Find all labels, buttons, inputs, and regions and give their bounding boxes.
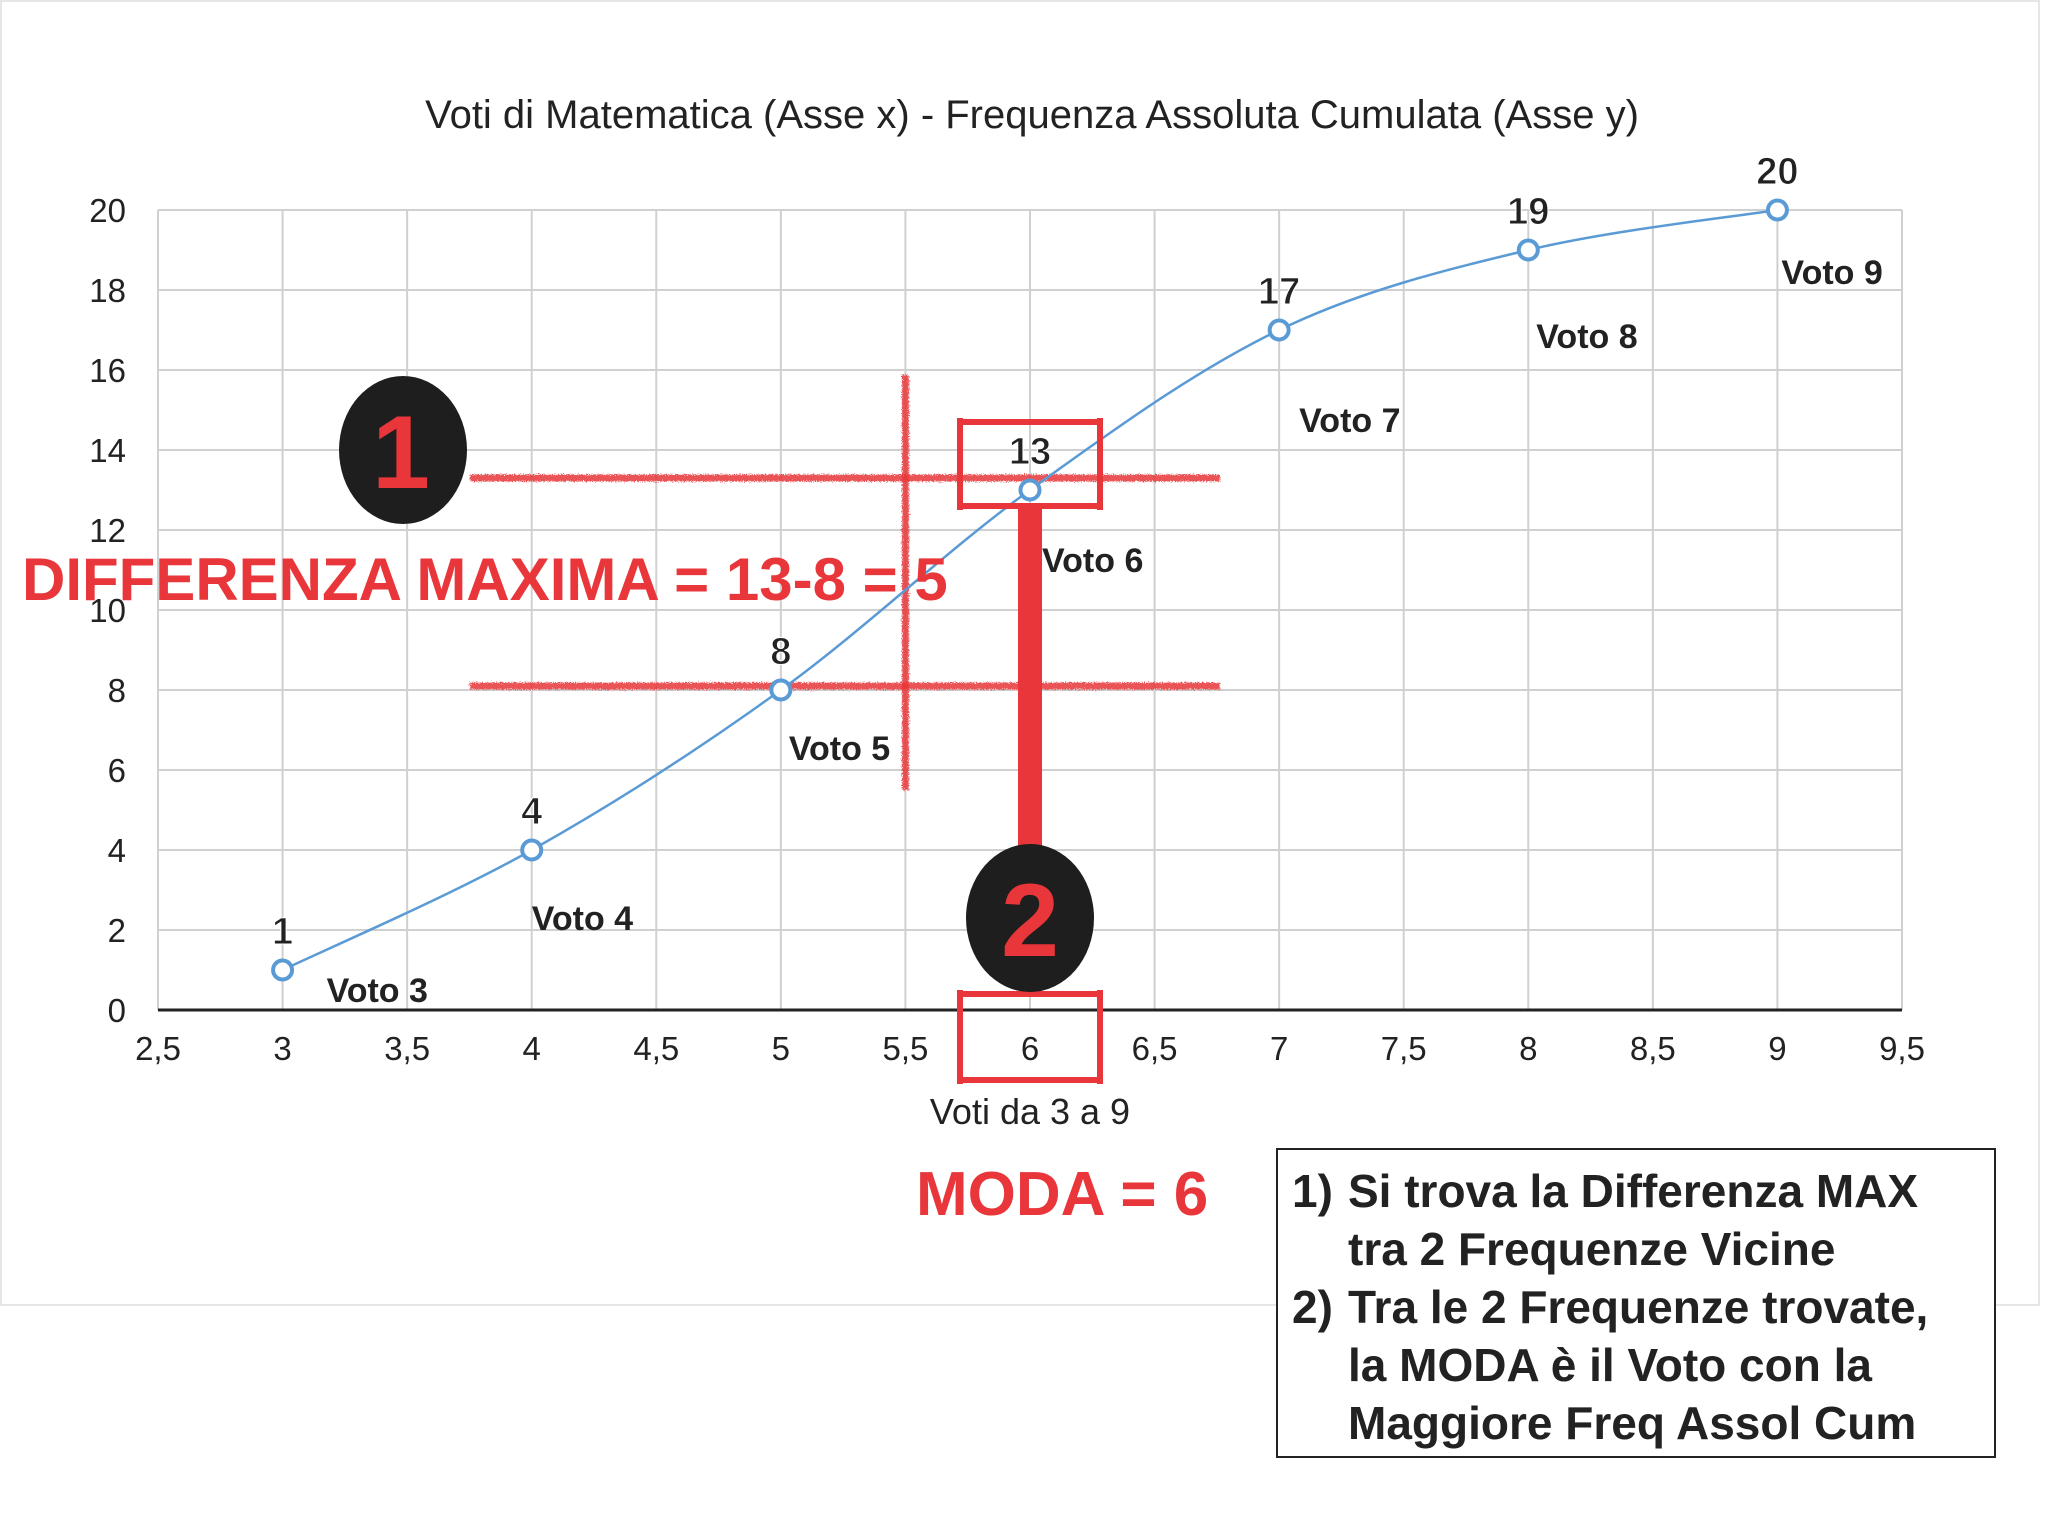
x-tick-label: 7 bbox=[1270, 1030, 1288, 1067]
x-tick-label: 3 bbox=[273, 1030, 291, 1067]
note-1-line-1: 1) Si trova la Differenza MAX bbox=[1292, 1165, 1919, 1217]
point-label: Voto 7 bbox=[1299, 402, 1400, 440]
y-tick-label: 2 bbox=[108, 912, 126, 949]
value-label: 1 bbox=[272, 911, 293, 953]
x-tick-label: 9,5 bbox=[1879, 1030, 1925, 1067]
y-tick-label: 6 bbox=[108, 752, 126, 789]
notes-box: 1) Si trova la Differenza MAX tra 2 Frequ… bbox=[1276, 1148, 1996, 1458]
x-tick-label: 6,5 bbox=[1132, 1030, 1178, 1067]
note-1-line-2: tra 2 Frequenze Vicine bbox=[1348, 1223, 1836, 1275]
y-tick-label: 8 bbox=[108, 672, 126, 709]
y-tick-label: 16 bbox=[89, 352, 126, 389]
x-tick-label: 4,5 bbox=[633, 1030, 679, 1067]
data-point bbox=[769, 678, 793, 702]
difference-bar bbox=[1018, 504, 1042, 884]
marker-1-label: 1 bbox=[372, 395, 430, 511]
value-label: 4 bbox=[521, 791, 542, 833]
data-point bbox=[520, 838, 544, 862]
data-point bbox=[1765, 198, 1789, 222]
x-axis-label: Voti da 3 a 9 bbox=[930, 1091, 1130, 1132]
y-tick-label: 14 bbox=[89, 432, 126, 469]
note-2-line-2: la MODA è il Voto con la bbox=[1348, 1339, 1872, 1391]
value-label: 20 bbox=[1756, 151, 1798, 193]
difference-guides bbox=[470, 375, 1220, 790]
marker-1: 1 bbox=[339, 376, 467, 524]
x-tick-label: 3,5 bbox=[384, 1030, 430, 1067]
chart-title: Voti di Matematica (Asse x) - Frequenza … bbox=[425, 93, 1639, 137]
y-tick-label: 0 bbox=[108, 992, 126, 1029]
point-label: Voto 6 bbox=[1042, 542, 1143, 580]
x-tick-label: 7,5 bbox=[1381, 1030, 1427, 1067]
x-tick-label: 2,5 bbox=[135, 1030, 181, 1067]
marker-2-label: 2 bbox=[1001, 863, 1059, 979]
y-tick-label: 4 bbox=[108, 832, 126, 869]
x-tick-label: 5 bbox=[772, 1030, 790, 1067]
point-label: Voto 8 bbox=[1536, 318, 1637, 356]
value-label: 8 bbox=[770, 631, 791, 673]
mode-brackets bbox=[957, 418, 1103, 1084]
data-point bbox=[1516, 238, 1540, 262]
data-point bbox=[1018, 478, 1042, 502]
marker-2: 2 bbox=[966, 844, 1094, 992]
y-tick-labels: 0 2 4 6 8 10 12 14 16 18 20 bbox=[89, 192, 126, 1029]
note-2-line-3: Maggiore Freq Assol Cum bbox=[1348, 1397, 1917, 1449]
y-tick-label: 20 bbox=[89, 192, 126, 229]
data-points bbox=[271, 198, 1789, 982]
data-point bbox=[271, 958, 295, 982]
data-point bbox=[1267, 318, 1291, 342]
note-2-line-1: 2) Tra le 2 Frequenze trovate, bbox=[1292, 1281, 1929, 1333]
value-label: 19 bbox=[1507, 191, 1549, 233]
point-label: Voto 4 bbox=[532, 900, 633, 938]
x-tick-label: 5,5 bbox=[882, 1030, 928, 1067]
moda-annotation: MODA = 6 bbox=[916, 1160, 1208, 1229]
x-tick-label: 8,5 bbox=[1630, 1030, 1676, 1067]
y-tick-label: 18 bbox=[89, 272, 126, 309]
point-label: Voto 5 bbox=[789, 730, 890, 768]
y-tick-label: 10 bbox=[89, 592, 126, 629]
x-tick-labels: 2,5 3 3,5 4 4,5 5 5,5 6 6,5 7 7,5 8 8,5 9 9,5 bbox=[135, 1030, 1925, 1067]
marker-2-circle bbox=[966, 844, 1094, 992]
x-tick-label: 4 bbox=[523, 1030, 541, 1067]
point-label: Voto 9 bbox=[1781, 254, 1882, 292]
x-tick-label: 6 bbox=[1021, 1030, 1039, 1067]
x-tick-label: 9 bbox=[1768, 1030, 1786, 1067]
point-label: Voto 3 bbox=[327, 972, 428, 1010]
y-tick-label: 12 bbox=[89, 512, 126, 549]
value-label: 13 bbox=[1009, 431, 1051, 473]
x-tick-label: 8 bbox=[1519, 1030, 1537, 1067]
marker-1-circle bbox=[339, 376, 467, 524]
difference-annotation: DIFFERENZA MAXIMA = 13-8 = 5 bbox=[22, 546, 948, 613]
point-labels: Voto 3 Voto 4 Voto 5 Voto 6 Voto 7 Voto 8 Voto… bbox=[327, 254, 1883, 1010]
value-labels: 1 4 8 13 17 19 20 bbox=[272, 151, 1800, 954]
value-label: 17 bbox=[1258, 271, 1300, 313]
